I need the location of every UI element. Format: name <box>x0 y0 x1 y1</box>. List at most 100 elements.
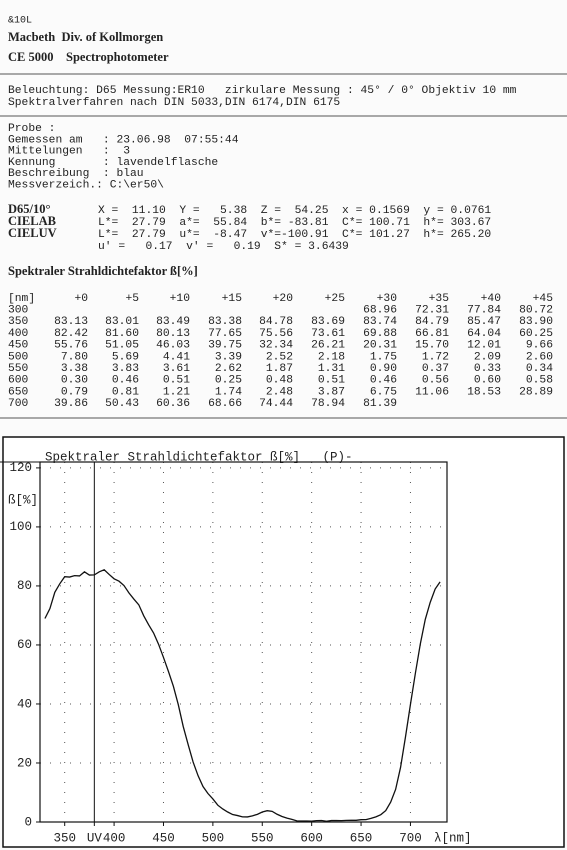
table-cell: 83.38 <box>208 316 242 328</box>
color-values: L*= 27.79 u*= -8.47 v*=-100.91 C*= 101.2… <box>98 229 491 241</box>
x-tick-label: 700 <box>399 831 422 845</box>
table-cell: 39.75 <box>208 340 242 352</box>
table-header: [nm] <box>8 293 35 305</box>
table-cell: 1.72 <box>422 351 449 363</box>
x-tick-label: 450 <box>152 831 175 845</box>
table-cell: 77.84 <box>467 304 501 316</box>
table-cell: 0.25 <box>215 375 242 387</box>
chart-title: Spektraler Strahldichtefaktor ß[%] (P)- <box>45 450 353 464</box>
table-cell: 78.94 <box>311 398 345 410</box>
table-cell: 84.79 <box>415 316 449 328</box>
y-tick-label: 100 <box>9 520 32 534</box>
table-cell: 32.34 <box>259 340 293 352</box>
row-label: 500 <box>8 351 29 363</box>
y-axis-label: ß[%] <box>8 493 38 507</box>
color-space-label: D65/10° <box>8 202 51 216</box>
table-cell: 81.60 <box>105 328 139 340</box>
row-label: 300 <box>8 304 29 316</box>
table-title: Spektraler Strahldichtefaktor ß[%] <box>8 264 198 278</box>
table-cell: 77.65 <box>208 328 242 340</box>
y-tick-label: 20 <box>17 756 32 770</box>
row-label: 350 <box>8 316 29 328</box>
table-cell: 69.88 <box>363 328 397 340</box>
table-header: +15 <box>222 293 243 305</box>
x-tick-label: 400 <box>103 831 126 845</box>
table-cell: 3.87 <box>318 386 345 398</box>
table-cell: 66.81 <box>415 328 449 340</box>
sample-line: Probe : <box>8 123 55 135</box>
table-cell: 39.86 <box>54 398 88 410</box>
settings-line: Spektralverfahren nach DIN 5033,DIN 6174… <box>8 97 340 109</box>
table-cell: 73.61 <box>311 328 345 340</box>
table-header: +35 <box>429 293 450 305</box>
row-label: 400 <box>8 328 29 340</box>
table-cell: 83.90 <box>519 316 553 328</box>
table-cell: 2.62 <box>215 363 242 375</box>
table-cell: 81.39 <box>363 398 397 410</box>
y-tick-label: 40 <box>17 697 32 711</box>
table-cell: 0.37 <box>422 363 449 375</box>
x-tick-label: 350 <box>53 831 76 845</box>
table-cell: 6.75 <box>370 386 397 398</box>
table-cell: 60.25 <box>519 328 553 340</box>
table-cell: 1.74 <box>215 386 242 398</box>
table-cell: 83.49 <box>156 316 190 328</box>
code: &10L <box>8 16 32 27</box>
table-cell: 82.42 <box>54 328 88 340</box>
table-cell: 55.76 <box>54 340 88 352</box>
x-tick-label: 600 <box>300 831 323 845</box>
table-cell: 12.01 <box>467 340 501 352</box>
table-header: +5 <box>125 293 139 305</box>
table-cell: 9.66 <box>526 340 553 352</box>
table-cell: 80.72 <box>519 304 553 316</box>
instrument: CE 5000 Spectrophotometer <box>8 50 169 64</box>
table-cell: 3.38 <box>61 363 88 375</box>
x-tick-label: UV <box>87 831 103 845</box>
table-cell: 0.30 <box>61 375 88 387</box>
table-cell: 7.80 <box>61 351 88 363</box>
table-cell: 46.03 <box>156 340 190 352</box>
table-cell: 15.70 <box>415 340 449 352</box>
table-cell: 50.43 <box>105 398 139 410</box>
table-header: +20 <box>273 293 294 305</box>
color-space-label: CIELAB <box>8 214 56 228</box>
table-cell: 0.90 <box>370 363 397 375</box>
table-cell: 0.81 <box>112 386 139 398</box>
company: Macbeth Div. of Kollmorgen <box>8 30 163 44</box>
table-cell: 75.56 <box>259 328 293 340</box>
table-cell: 0.46 <box>112 375 139 387</box>
row-label: 700 <box>8 398 29 410</box>
sample-line: Beschreibung : blau <box>8 168 144 180</box>
table-cell: 83.01 <box>105 316 139 328</box>
table-cell: 0.60 <box>474 375 501 387</box>
x-tick-label: 550 <box>251 831 274 845</box>
table-cell: 64.04 <box>467 328 501 340</box>
table-cell: 1.21 <box>163 386 190 398</box>
table-cell: 3.61 <box>163 363 190 375</box>
table-header: +40 <box>481 293 502 305</box>
color-values: X = 11.10 Y = 5.38 Z = 54.25 x = 0.1569 … <box>98 205 491 217</box>
table-header: +45 <box>533 293 554 305</box>
table-cell: 2.48 <box>266 386 293 398</box>
plot-area <box>39 461 448 823</box>
table-cell: 2.18 <box>318 351 345 363</box>
table-cell: 0.79 <box>61 386 88 398</box>
table-cell: 0.51 <box>318 375 345 387</box>
table-cell: 28.89 <box>519 386 553 398</box>
table-cell: 1.75 <box>370 351 397 363</box>
row-label: 450 <box>8 340 29 352</box>
table-cell: 3.83 <box>112 363 139 375</box>
table-cell: 68.96 <box>363 304 397 316</box>
table-cell: 74.44 <box>259 398 293 410</box>
table-header: +30 <box>377 293 398 305</box>
y-tick-label: 0 <box>24 815 32 829</box>
x-axis-label: λ[nm] <box>434 831 472 845</box>
table-cell: 5.69 <box>112 351 139 363</box>
color-values: u' = 0.17 v' = 0.19 S* = 3.6439 <box>98 241 349 253</box>
table-cell: 3.39 <box>215 351 242 363</box>
table-header: +10 <box>170 293 191 305</box>
color-values: L*= 27.79 a*= 55.84 b*= -83.81 C*= 100.7… <box>98 217 491 229</box>
settings-line: Beleuchtung: D65 Messung:ER10 zirkulare … <box>8 85 517 97</box>
table-cell: 0.46 <box>370 375 397 387</box>
